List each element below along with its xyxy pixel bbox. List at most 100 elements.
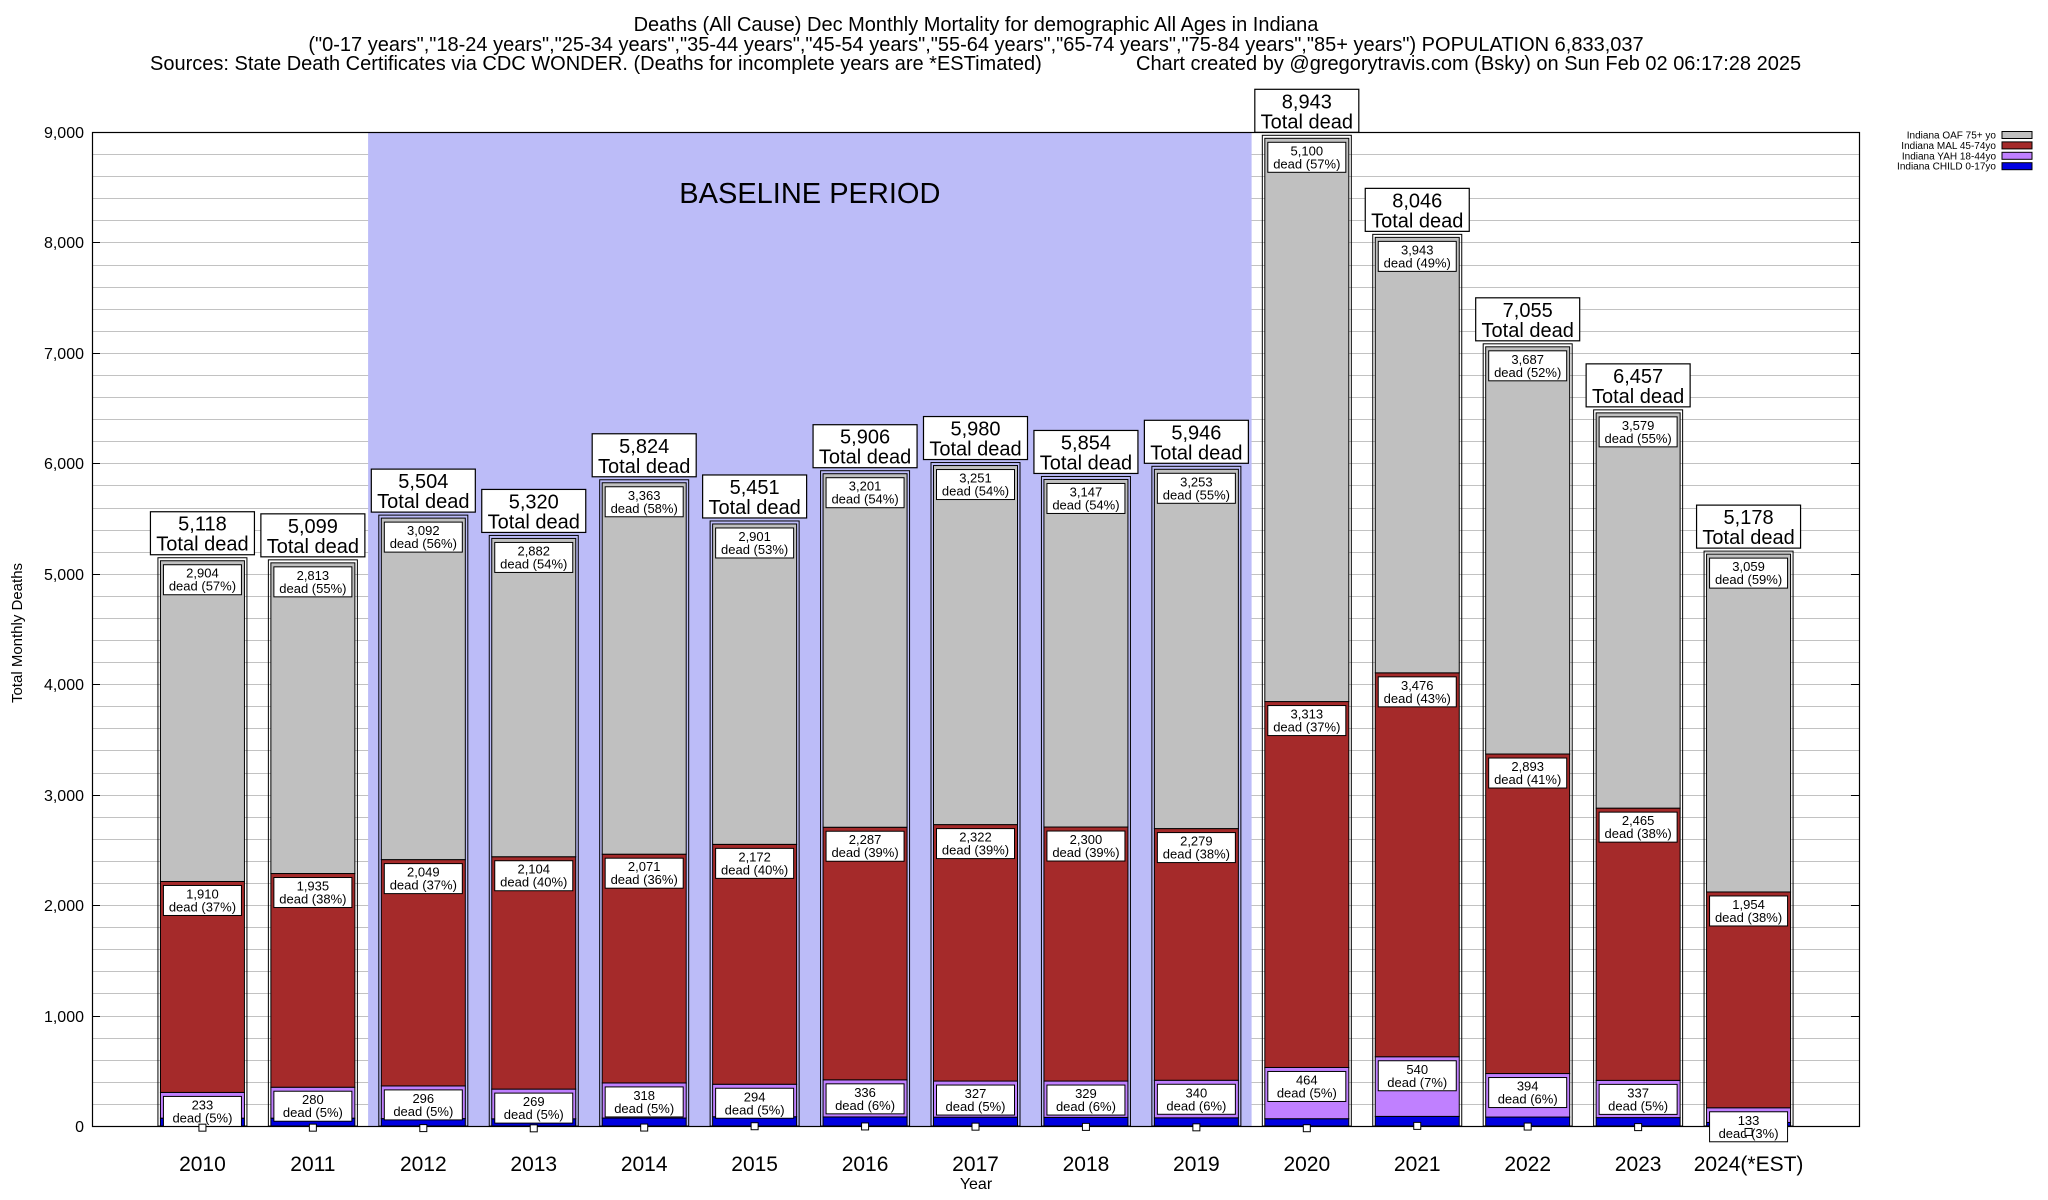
segment-share: dead (5%) [946,1099,1006,1114]
segment-value: 2,882 [517,543,550,558]
segment-value: 2,049 [407,865,440,880]
bar-stack [1703,550,1794,1127]
child-label-marker [1302,1124,1311,1133]
y-tick-label: 2,000 [44,898,84,915]
bar-segment [159,560,245,882]
segment-value: 329 [1075,1086,1097,1101]
legend-swatch [2001,162,2033,171]
total-label-box [1475,297,1581,342]
total-caption: Total dead [377,491,469,513]
segment-value: 2,813 [297,568,330,583]
segment-share: dead (37%) [390,878,457,893]
segment-share: dead (5%) [1277,1085,1337,1100]
segment-label-box [1488,350,1568,382]
bar-segment [1043,478,1129,828]
segment-value: 2,172 [738,849,771,864]
total-value: 5,824 [619,436,669,458]
total-label-box [922,415,1029,461]
segment-label-box [1046,830,1126,862]
bar-stack [1372,233,1463,1127]
segment-share: dead (5%) [504,1107,564,1122]
total-value: 5,854 [1061,432,1111,454]
bar-stack [599,479,690,1127]
segment-label-box [383,521,463,553]
segment-value: 2,465 [1622,813,1655,828]
segment-value: 2,893 [1511,759,1544,774]
segment-value: 3,579 [1622,418,1655,433]
child-label-marker [1192,1123,1201,1132]
total-caption: Total dead [1040,452,1132,474]
total-label-box [702,474,808,519]
segment-share: dead (5%) [283,1105,343,1120]
bar-segment [601,853,687,1084]
segment-label-box [1488,757,1568,789]
total-caption: Total dead [1371,210,1463,232]
segment-label-box [825,1083,905,1115]
segment-value: 3,687 [1511,352,1544,367]
bar-segment [1153,468,1239,830]
segment-label-box [1267,705,1347,737]
segment-share: dead (57%) [1273,156,1340,171]
total-value: 5,504 [398,471,448,493]
bar-segment [1043,826,1129,1082]
segment-value: 280 [302,1092,324,1107]
segment-value: 3,147 [1070,484,1103,499]
bar-segment [491,537,577,858]
child-label-marker [1081,1122,1090,1131]
segment-value: 3,943 [1401,242,1434,257]
segment-value: 3,092 [407,523,440,538]
segment-value: 3,476 [1401,678,1434,693]
y-axis-label: Total Monthly Deaths [9,563,26,703]
x-tick-label: 2021 [1394,1153,1441,1176]
y-tick-label: 5,000 [44,567,84,584]
segment-value: 3,253 [1180,474,1213,489]
total-caption: Total dead [819,447,911,469]
segment-label-box [1709,557,1789,589]
legend-swatch [2001,141,2033,150]
legend-entry: Indiana YAH 18-44yo [1902,151,2033,162]
total-label-box [1033,429,1139,475]
segment-share: dead (36%) [611,872,678,887]
segment-value: 340 [1186,1085,1208,1100]
total-caption: Total dead [488,511,580,533]
segment-label-box [1598,416,1678,448]
bar-segment [270,562,356,875]
bars [157,134,1794,1127]
segment-label-box [273,877,353,909]
segment-share: dead (40%) [721,862,788,877]
segment-value: 3,363 [628,488,661,503]
segment-label-box [936,828,1015,860]
segment-label-box [715,847,795,879]
total-value: 5,906 [840,427,890,449]
legend-entry: Indiana MAL 45-74yo [1901,141,2033,152]
segment-share: dead (5%) [393,1104,453,1119]
total-value: 6,457 [1613,366,1663,388]
segment-value: 2,279 [1180,834,1213,849]
segment-value: 1,910 [186,886,219,901]
segment-label-box [604,1086,684,1118]
x-tick-label: 2017 [952,1153,999,1176]
child-label-marker [971,1122,980,1131]
total-label-box [1143,419,1249,464]
segment-value: 2,287 [849,832,882,847]
